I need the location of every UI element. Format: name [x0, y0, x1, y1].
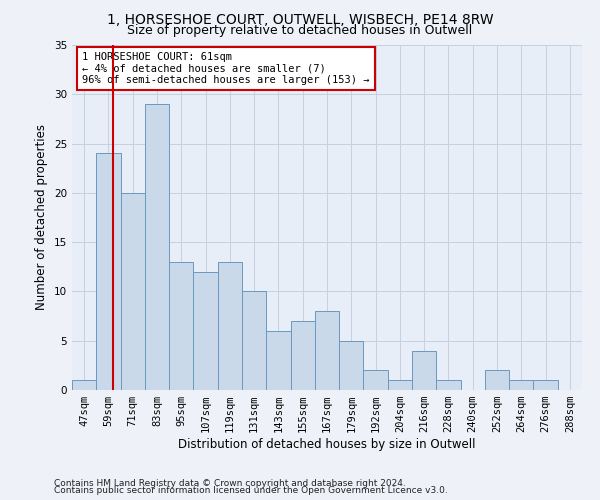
Text: Contains HM Land Registry data © Crown copyright and database right 2024.: Contains HM Land Registry data © Crown c… — [54, 478, 406, 488]
Bar — [266, 331, 290, 390]
Bar — [485, 370, 509, 390]
Bar — [339, 340, 364, 390]
Bar — [145, 104, 169, 390]
Bar — [290, 321, 315, 390]
Bar — [121, 193, 145, 390]
Bar — [388, 380, 412, 390]
Bar — [169, 262, 193, 390]
Bar — [364, 370, 388, 390]
Text: Size of property relative to detached houses in Outwell: Size of property relative to detached ho… — [127, 24, 473, 37]
Text: 1 HORSESHOE COURT: 61sqm
← 4% of detached houses are smaller (7)
96% of semi-det: 1 HORSESHOE COURT: 61sqm ← 4% of detache… — [82, 52, 370, 85]
Text: 1, HORSESHOE COURT, OUTWELL, WISBECH, PE14 8RW: 1, HORSESHOE COURT, OUTWELL, WISBECH, PE… — [107, 12, 493, 26]
Bar — [218, 262, 242, 390]
Bar — [436, 380, 461, 390]
Bar — [412, 350, 436, 390]
Bar — [72, 380, 96, 390]
X-axis label: Distribution of detached houses by size in Outwell: Distribution of detached houses by size … — [178, 438, 476, 451]
Bar — [96, 154, 121, 390]
Bar — [315, 311, 339, 390]
Bar — [533, 380, 558, 390]
Bar — [193, 272, 218, 390]
Bar — [242, 292, 266, 390]
Y-axis label: Number of detached properties: Number of detached properties — [35, 124, 49, 310]
Bar — [509, 380, 533, 390]
Text: Contains public sector information licensed under the Open Government Licence v3: Contains public sector information licen… — [54, 486, 448, 495]
